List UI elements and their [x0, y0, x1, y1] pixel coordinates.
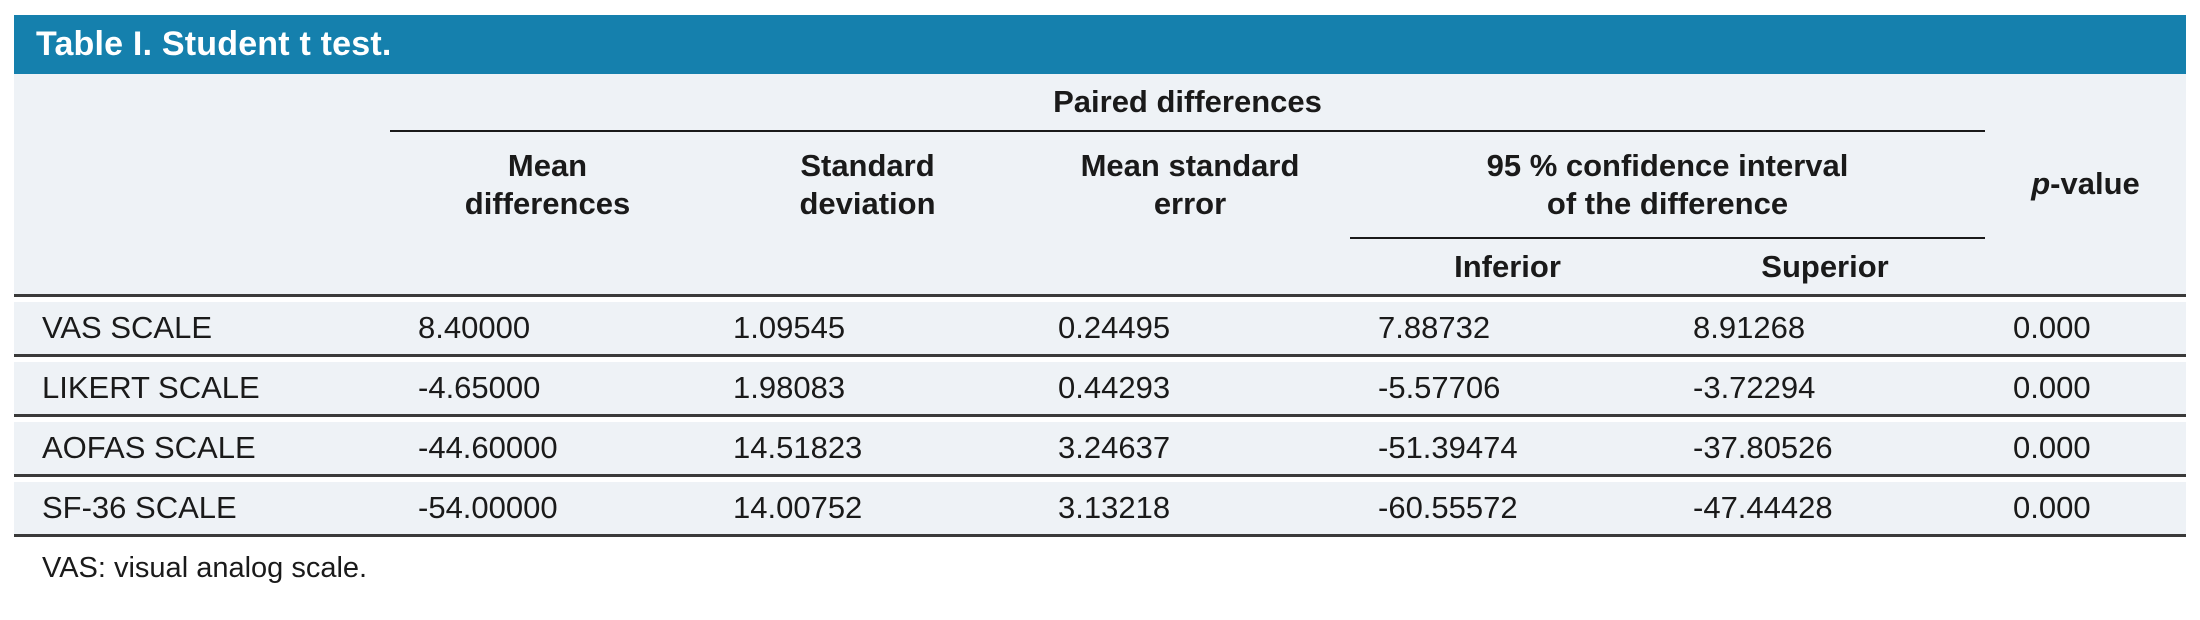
row-label: AOFAS SCALE [42, 430, 256, 465]
table-row-vas-scale: VAS SCALE 8.40000 1.09545 0.24495 7.8873… [14, 297, 2186, 357]
table-row-aofas-scale: AOFAS SCALE -44.60000 14.51823 3.24637 -… [14, 417, 2186, 477]
column-header-mean-standard-error: Mean standard error [1080, 147, 1300, 221]
cell-mean-differences: -54.00000 [418, 490, 558, 525]
table-title: Table I. Student t test. [36, 25, 392, 63]
row-label: VAS SCALE [42, 310, 213, 345]
column-header-confidence-interval: 95 % confidence interval of the differen… [1486, 147, 1849, 221]
table-title-bar: Table I. Student t test. [14, 15, 2186, 74]
cell-ci-inferior: -5.57706 [1378, 370, 1501, 405]
cell-mean-standard-error: 3.13218 [1058, 490, 1171, 525]
cell-mean-standard-error: 0.44293 [1058, 370, 1171, 405]
row-label: SF-36 SCALE [42, 490, 237, 525]
table-row-likert-scale: LIKERT SCALE -4.65000 1.98083 0.44293 -5… [14, 357, 2186, 417]
cell-p-value: 0.000 [2013, 490, 2091, 525]
cell-standard-deviation: 14.51823 [733, 430, 863, 465]
table-footnote: VAS: visual analog scale. [42, 552, 368, 584]
cell-p-value: 0.000 [2013, 310, 2091, 345]
cell-ci-superior: -37.80526 [1693, 430, 1833, 465]
cell-mean-standard-error: 3.24637 [1058, 430, 1171, 465]
table-header: Paired differences Mean differences Stan… [14, 74, 2186, 297]
cell-ci-superior: -47.44428 [1693, 490, 1833, 525]
cell-ci-superior: -3.72294 [1693, 370, 1816, 405]
cell-ci-inferior: -60.55572 [1378, 490, 1518, 525]
cell-standard-deviation: 14.00752 [733, 490, 863, 525]
table-row-sf36-scale: SF-36 SCALE -54.00000 14.00752 3.13218 -… [14, 477, 2186, 537]
cell-mean-differences: -44.60000 [418, 430, 558, 465]
cell-standard-deviation: 1.98083 [733, 370, 846, 405]
cell-ci-inferior: -51.39474 [1378, 430, 1518, 465]
p-value-italic-p: p [2031, 166, 2051, 201]
subheader-superior: Superior [1761, 249, 1889, 284]
p-value-rest: -value [2050, 166, 2140, 201]
column-header-mean-differences: Mean differences [464, 147, 631, 221]
cell-p-value: 0.000 [2013, 370, 2091, 405]
row-label: LIKERT SCALE [42, 370, 260, 405]
cell-p-value: 0.000 [2013, 430, 2091, 465]
cell-ci-superior: 8.91268 [1693, 310, 1806, 345]
column-header-standard-deviation: Standard deviation [799, 147, 936, 221]
rule-under-group-header [390, 130, 1985, 132]
cell-standard-deviation: 1.09545 [733, 310, 846, 345]
group-header-paired-differences: Paired differences [1053, 84, 1322, 119]
cell-ci-inferior: 7.88732 [1378, 310, 1491, 345]
cell-mean-standard-error: 0.24495 [1058, 310, 1171, 345]
rule-under-ci-header [1350, 237, 1985, 239]
subheader-inferior: Inferior [1454, 249, 1561, 284]
column-header-p-value: p -value [1985, 74, 2186, 294]
cell-mean-differences: -4.65000 [418, 370, 541, 405]
cell-mean-differences: 8.40000 [418, 310, 531, 345]
